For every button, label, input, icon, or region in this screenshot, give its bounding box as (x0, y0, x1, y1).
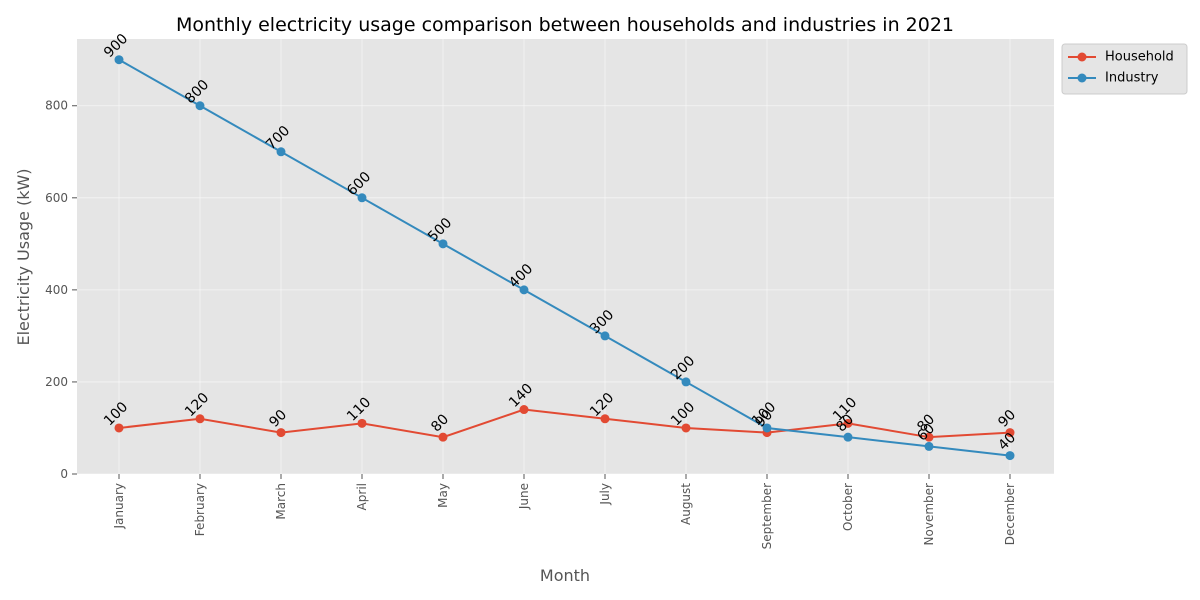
series-line (118, 408, 1011, 439)
legend-label: Industry (1105, 71, 1159, 86)
x-tick-label: July (598, 483, 612, 506)
data-point (681, 423, 691, 433)
x-tick-label: December (1003, 483, 1017, 545)
legend: Household Industry (1061, 43, 1188, 95)
x-tick-label: January (112, 483, 126, 530)
series-layer (114, 55, 1015, 461)
data-point (924, 432, 934, 442)
x-tick-label: April (355, 483, 369, 510)
x-tick-label: August (679, 483, 693, 525)
x-tick-label: May (436, 483, 450, 508)
x-tick-label: March (274, 483, 288, 520)
y-tick-label: 600 (45, 191, 68, 205)
data-point (357, 193, 367, 203)
series-industry (114, 55, 1015, 461)
x-tick-label: September (760, 483, 774, 549)
data-point (114, 423, 124, 433)
y-axis-label: Electricity Usage (kW) (14, 168, 33, 345)
data-point (762, 423, 772, 433)
axes: January February March April May June July Augu… (45, 99, 1017, 550)
data-point (1005, 451, 1015, 461)
data-point (600, 414, 610, 424)
data-point (195, 414, 205, 424)
series-household (114, 405, 1015, 442)
y-tick-label: 800 (45, 99, 68, 113)
chart-title: Monthly electricity usage comparison bet… (176, 14, 954, 36)
data-point (519, 285, 529, 295)
data-point (357, 418, 367, 428)
data-point (924, 441, 934, 451)
data-point (681, 377, 691, 387)
x-tick-label: June (517, 483, 531, 510)
data-point (843, 432, 853, 442)
data-point (843, 418, 853, 428)
data-point (195, 101, 205, 111)
legend-label: Household (1105, 50, 1174, 65)
x-tick-label: October (841, 483, 855, 531)
data-point (276, 428, 286, 438)
y-tick-label: 0 (60, 467, 68, 481)
data-point (600, 331, 610, 341)
legend-item-household: Household (1068, 50, 1174, 65)
y-tick-label: 200 (45, 375, 68, 389)
plot-background (77, 39, 1054, 474)
data-point (114, 55, 124, 65)
x-tick-label: February (193, 483, 207, 536)
y-tick-label: 400 (45, 283, 68, 297)
data-point (1005, 428, 1015, 438)
data-point (438, 239, 448, 249)
grid (77, 39, 1054, 475)
legend-item-industry: Industry (1068, 71, 1159, 86)
data-point (519, 405, 529, 415)
data-point (276, 147, 286, 157)
data-point (438, 432, 448, 442)
legend-marker (1077, 73, 1087, 83)
legend-marker (1077, 52, 1087, 62)
x-axis-label: Month (540, 566, 590, 585)
x-tick-label: November (922, 483, 936, 545)
series-line (118, 58, 1011, 457)
